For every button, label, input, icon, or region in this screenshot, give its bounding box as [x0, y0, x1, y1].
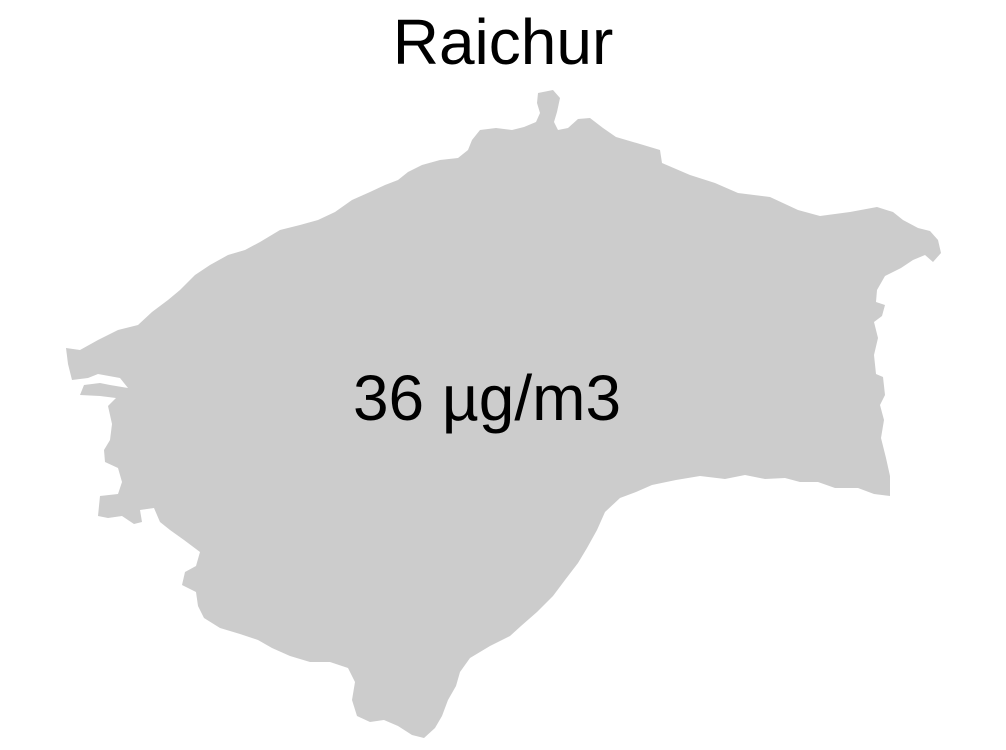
district-shape: [66, 90, 941, 738]
pollution-value-label: 36 µg/m3: [353, 362, 621, 434]
map-title: Raichur: [393, 6, 614, 78]
